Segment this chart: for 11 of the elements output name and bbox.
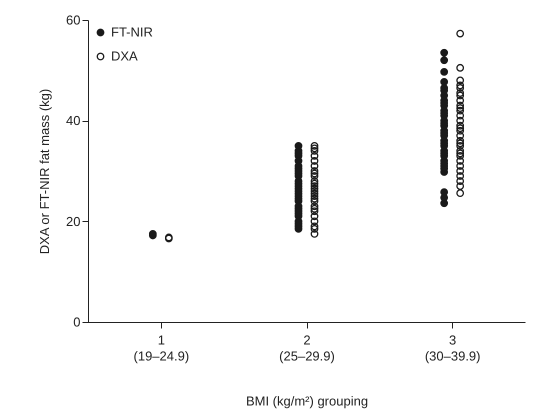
x-tick-label: 3 (30–39.9): [424, 332, 480, 364]
legend-label: FT-NIR: [111, 24, 153, 40]
y-axis-title: DXA or FT-NIR fat mass (kg): [37, 88, 52, 254]
x-tick-label: 1 (19–24.9): [134, 332, 190, 364]
y-tick-label: 60: [66, 12, 80, 28]
y-tick-label: 0: [73, 314, 80, 330]
x-axis-title: BMI (kg/m²) grouping: [246, 394, 368, 408]
y-tick-label: 20: [66, 214, 80, 229]
x-tick-label: 2 (25–29.9): [279, 332, 335, 364]
legend-label: DXA: [111, 48, 138, 64]
y-tick-label: 40: [66, 113, 80, 128]
